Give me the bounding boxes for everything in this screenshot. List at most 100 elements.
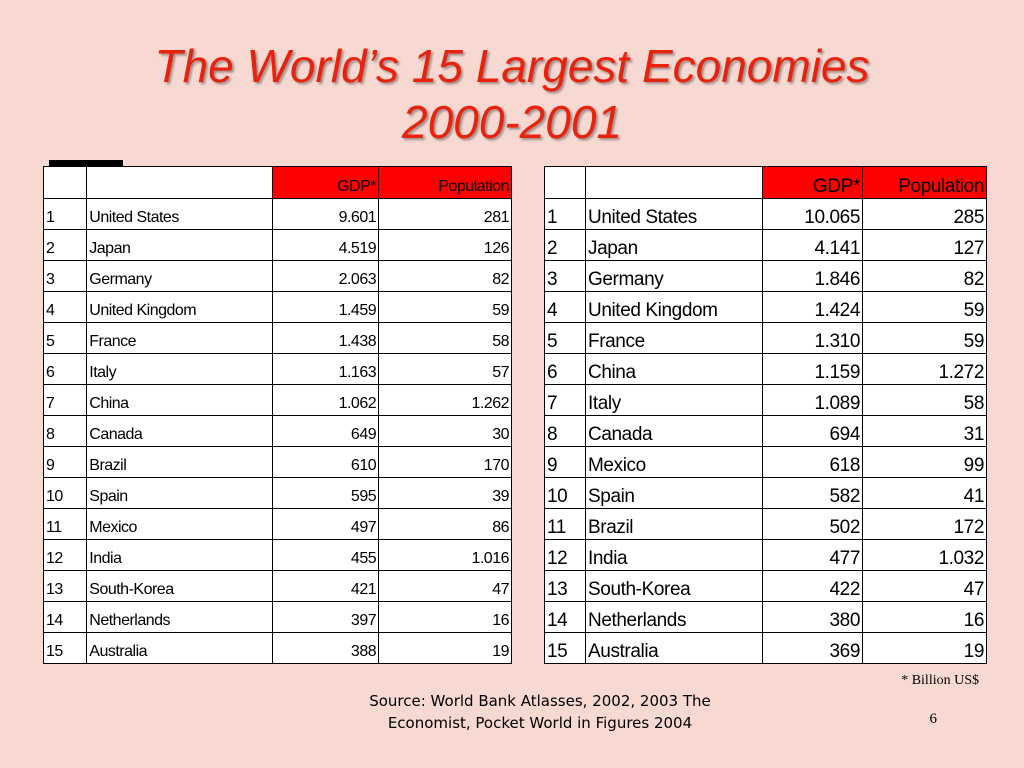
population-cell: 285 [862,198,987,230]
table-row: 1 United States 9.601 281 [42,198,512,230]
gdp-cell: 1.163 [272,353,380,385]
rank-cell: 10 [42,477,88,509]
rank-cell: 14 [42,601,88,633]
country-cell: Italy [585,384,763,416]
country-cell: Italy [86,353,274,385]
economies-table-2000: GDP* Population 1 United States 9.601 281 2 Jap… [42,166,512,664]
table-row: 8 Canada 694 31 [544,415,987,447]
table-row: 15 Australia 388 19 [42,632,512,664]
country-cell: Germany [585,260,763,292]
rank-cell: 6 [42,353,88,385]
rank-cell: 7 [42,384,88,416]
rank-cell: 5 [42,322,88,354]
population-cell: 58 [862,384,987,416]
rank-cell: 1 [544,198,586,230]
population-cell: 1.262 [378,384,512,416]
gdp-cell: 380 [762,601,863,633]
header-rank-cell [42,166,88,199]
population-cell: 127 [862,229,987,261]
country-cell: Mexico [585,446,763,478]
table-row: 12 India 455 1.016 [42,539,512,571]
page-number: 6 [929,711,938,727]
rank-cell: 3 [544,260,586,292]
table-row: 11 Brazil 502 172 [544,508,987,540]
gdp-cell: 610 [272,446,380,478]
header-gdp-cell: GDP* [762,166,863,199]
population-cell: 59 [862,291,987,323]
population-cell: 19 [862,632,987,664]
rank-cell: 12 [42,539,88,571]
country-cell: Australia [585,632,763,664]
header-country-cell [585,166,763,199]
table-row: 5 France 1.438 58 [42,322,512,354]
table-header-row: GDP* Population [544,166,987,199]
gdp-cell: 1.459 [272,291,380,323]
gdp-cell: 582 [762,477,863,509]
country-cell: United Kingdom [86,291,274,323]
rank-cell: 12 [544,539,586,571]
gdp-cell: 369 [762,632,863,664]
table-row: 9 Brazil 610 170 [42,446,512,478]
country-cell: France [86,322,274,354]
population-cell: 86 [378,508,512,540]
population-cell: 58 [378,322,512,354]
rank-cell: 6 [544,353,586,385]
table-row: 12 India 477 1.032 [544,539,987,571]
rank-cell: 4 [544,291,586,323]
rank-cell: 1 [42,198,88,230]
table-row: 1 United States 10.065 285 [544,198,987,230]
rank-cell: 8 [42,415,88,447]
population-cell: 30 [378,415,512,447]
country-cell: Japan [86,229,274,261]
table-row: 2 Japan 4.141 127 [544,229,987,261]
gdp-cell: 1.310 [762,322,863,354]
population-cell: 19 [378,632,512,664]
gdp-cell: 397 [272,601,380,633]
country-cell: Germany [86,260,274,292]
source-citation: Source: World Bank Atlasses, 2002, 2003 … [300,690,780,734]
gdp-cell: 388 [272,632,380,664]
gdp-cell: 10.065 [762,198,863,230]
rank-cell: 8 [544,415,586,447]
country-cell: China [86,384,274,416]
country-cell: Brazil [86,446,274,478]
rank-cell: 13 [42,570,88,602]
table-row: 6 Italy 1.163 57 [42,353,512,385]
header-country-cell [86,166,274,199]
table-row: 8 Canada 649 30 [42,415,512,447]
population-cell: 57 [378,353,512,385]
country-cell: Spain [86,477,274,509]
country-cell: South-Korea [585,570,763,602]
gdp-cell: 502 [762,508,863,540]
table-row: 2 Japan 4.519 126 [42,229,512,261]
gdp-cell: 618 [762,446,863,478]
population-cell: 1.272 [862,353,987,385]
table-row: 14 Netherlands 380 16 [544,601,987,633]
table-row: 5 France 1.310 59 [544,322,987,354]
country-cell: India [585,539,763,571]
footnote-units: * Billion US$ [901,673,979,688]
gdp-cell: 497 [272,508,380,540]
source-line2: Economist, Pocket World in Figures 2004 [387,714,693,732]
table-row: 10 Spain 595 39 [42,477,512,509]
rank-cell: 9 [544,446,586,478]
gdp-cell: 421 [272,570,380,602]
table-row: 4 United Kingdom 1.424 59 [544,291,987,323]
population-cell: 41 [862,477,987,509]
country-cell: South-Korea [86,570,274,602]
rank-cell: 3 [42,260,88,292]
rank-cell: 4 [42,291,88,323]
population-cell: 16 [378,601,512,633]
rank-cell: 7 [544,384,586,416]
rank-cell: 14 [544,601,586,633]
population-cell: 47 [862,570,987,602]
gdp-cell: 1.159 [762,353,863,385]
table-row: 3 Germany 2.063 82 [42,260,512,292]
population-cell: 1.032 [862,539,987,571]
slide-title-line1: The World’s 15 Largest Economies [154,40,870,92]
gdp-cell: 1.062 [272,384,380,416]
population-cell: 172 [862,508,987,540]
country-cell: Australia [86,632,274,664]
gdp-cell: 4.519 [272,229,380,261]
country-cell: United Kingdom [585,291,763,323]
